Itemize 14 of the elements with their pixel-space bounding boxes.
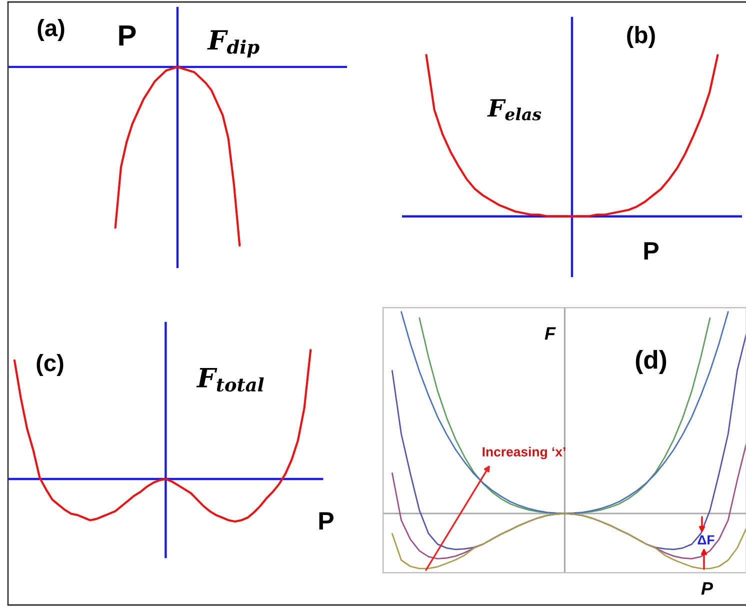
x-axis-title: P — [119, 25, 136, 46]
x-axis-title: P — [701, 582, 714, 595]
y-axis-title: F — [544, 327, 556, 340]
chart-title: (a) — [38, 18, 64, 42]
annotation: ΔF — [698, 535, 714, 544]
x-axis-title: P — [319, 512, 334, 530]
chart-title: (c) — [36, 354, 64, 376]
annotation: Increasing ‘x’ — [482, 446, 566, 460]
x-axis-title: P — [644, 242, 658, 260]
text: (d) — [636, 350, 666, 374]
y-axis-title: F$_{total}$ — [196, 368, 264, 392]
y-axis-title: F$_{dip}$ — [207, 30, 260, 58]
chart-title: (b) — [627, 26, 655, 48]
y-axis-title: F$_{elas}$ — [487, 99, 542, 120]
